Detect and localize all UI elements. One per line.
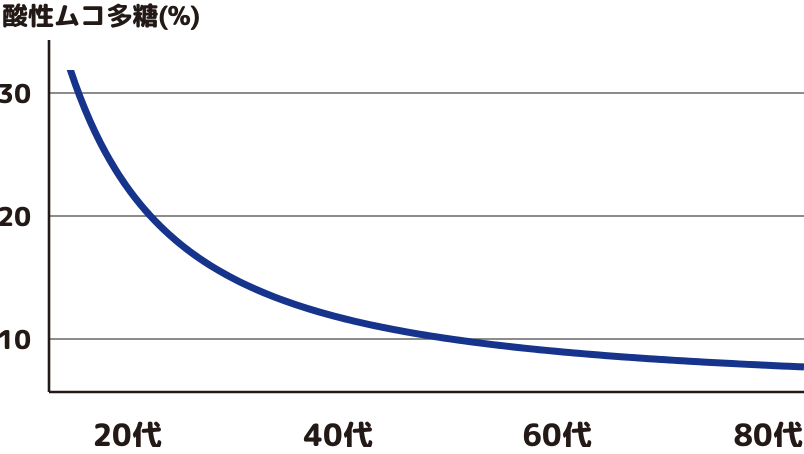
svg-text:80代: 80代 — [734, 414, 803, 447]
svg-text:10: 10 — [0, 322, 31, 358]
svg-text:酸性ムコ多糖(%): 酸性ムコ多糖(%) — [2, 0, 200, 34]
svg-text:30: 30 — [0, 76, 31, 112]
svg-text:20: 20 — [0, 199, 31, 235]
svg-text:40代: 40代 — [304, 414, 373, 447]
svg-text:20代: 20代 — [93, 414, 162, 447]
svg-text:60代: 60代 — [523, 414, 592, 447]
